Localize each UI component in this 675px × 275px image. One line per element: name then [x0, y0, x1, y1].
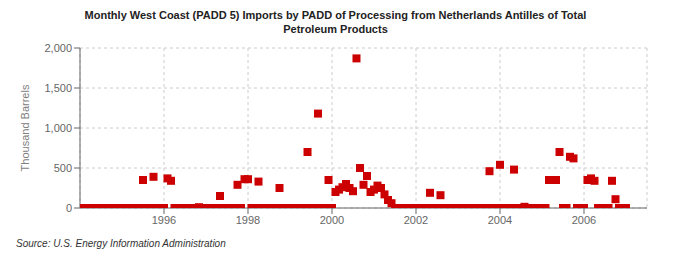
svg-text:1,500: 1,500	[44, 82, 72, 94]
svg-text:2000: 2000	[320, 214, 344, 226]
svg-text:0: 0	[66, 202, 72, 214]
html-text:Monthly West Coast (PADD 5) Im: Monthly West Coast (PADD 5) Imports by P…	[84, 9, 587, 21]
html-text:Source: U.S. Energy Informatio: Source: U.S. Energy Information Administ…	[16, 238, 226, 249]
svg-text:2,000: 2,000	[44, 42, 72, 54]
svg-text:2004: 2004	[488, 214, 512, 226]
svg-text:500: 500	[54, 162, 72, 174]
svg-text:1,000: 1,000	[44, 122, 72, 134]
html-text:Petroleum Products: Petroleum Products	[283, 23, 388, 35]
svg-text:1998: 1998	[236, 214, 260, 226]
svg-text:2002: 2002	[404, 214, 428, 226]
svg-text:1996: 1996	[152, 214, 176, 226]
svg-text:Thousand Barrels: Thousand Barrels	[19, 84, 31, 171]
svg-text:2006: 2006	[572, 214, 596, 226]
